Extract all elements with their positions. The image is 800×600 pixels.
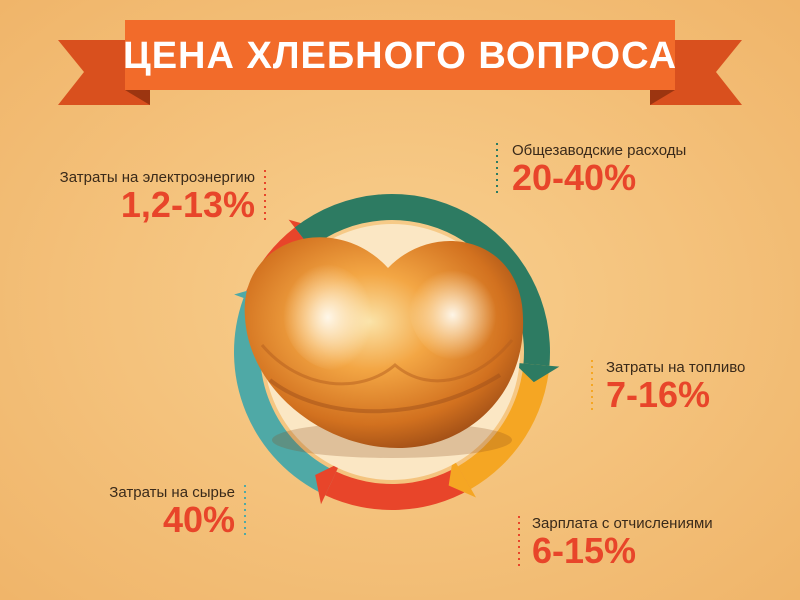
item-label: Затраты на электроэнергию — [60, 169, 255, 186]
item-label: Общезаводские расходы — [512, 142, 686, 159]
bread — [244, 224, 524, 480]
item-value: 1,2-13% — [121, 184, 255, 225]
item-value: 6-15% — [532, 530, 636, 571]
ring-arrow — [448, 457, 476, 498]
title: ЦЕНА ХЛЕБНОГО ВОПРОСА — [123, 35, 677, 77]
item-label: Затраты на топливо — [606, 359, 745, 376]
item-label: Зарплата с отчислениями — [532, 515, 713, 532]
ribbon — [58, 20, 742, 105]
ring-segment — [325, 466, 471, 510]
item-value: 40% — [163, 499, 235, 540]
item-value: 7-16% — [606, 374, 710, 415]
ring-arrow — [315, 462, 341, 505]
ring-segment — [294, 194, 550, 366]
item-label: Затраты на сырье — [109, 484, 235, 501]
ring-segment — [458, 363, 550, 489]
item-value: 20-40% — [512, 157, 636, 198]
ring-arrow — [513, 362, 560, 383]
